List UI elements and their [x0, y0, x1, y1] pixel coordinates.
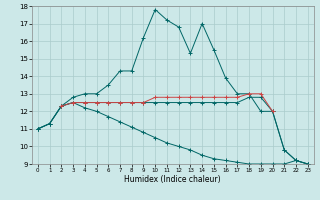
X-axis label: Humidex (Indice chaleur): Humidex (Indice chaleur): [124, 175, 221, 184]
